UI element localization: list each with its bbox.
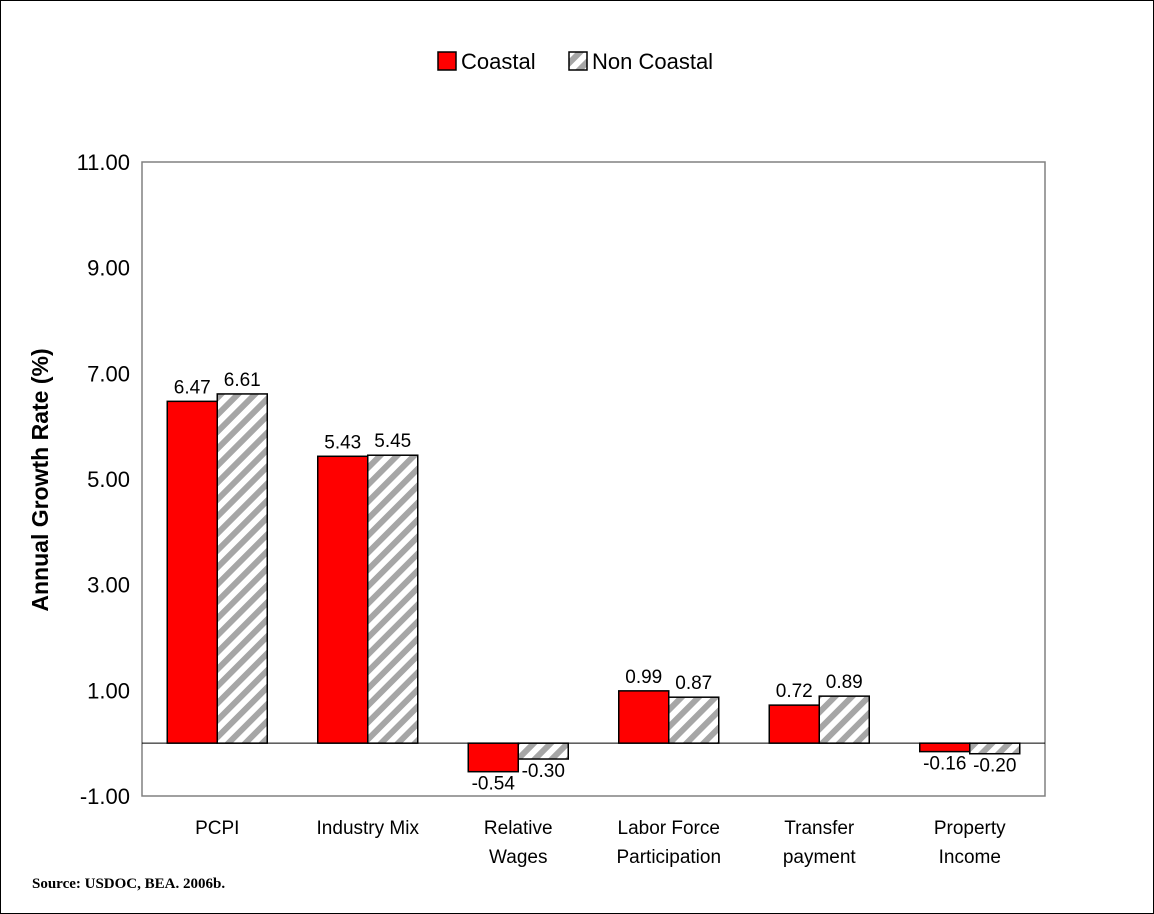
data-label: -0.30 xyxy=(522,761,565,782)
bar-coastal xyxy=(919,742,971,753)
bar-non-coastal xyxy=(216,393,268,744)
category-label: Relative xyxy=(484,818,553,839)
category-label: PCPI xyxy=(195,818,239,839)
category-label: Property xyxy=(934,818,1006,839)
y-tick-label: 7.00 xyxy=(87,361,130,386)
y-tick-label: 1.00 xyxy=(87,678,130,703)
category-label: Transfer xyxy=(784,818,855,839)
data-label: -0.54 xyxy=(472,774,516,795)
data-label: -0.16 xyxy=(923,754,966,775)
bar-coastal xyxy=(317,455,369,744)
y-tick-label: 3.00 xyxy=(87,573,130,598)
category-label: Income xyxy=(939,847,1001,868)
category-label: Wages xyxy=(489,847,547,868)
bar-non-coastal xyxy=(517,742,569,760)
bar-non-coastal xyxy=(668,696,720,744)
data-label: 5.45 xyxy=(374,431,411,452)
legend: Coastal Non Coastal xyxy=(437,49,713,74)
category-label: Labor Force xyxy=(618,818,720,839)
category-labels: PCPI Industry Mix Relative Wages Labor Force… xyxy=(195,818,1006,868)
bar-non-coastal xyxy=(367,454,419,744)
bar-coastal xyxy=(768,704,820,744)
data-labels: 6.47 6.61 5.43 5.45 -0.54 -0.30 0.99 0.87 0.72 0.… xyxy=(174,370,1017,795)
data-label: 0.72 xyxy=(776,681,813,702)
category-label: Participation xyxy=(616,847,721,868)
bar-coastal xyxy=(166,400,218,744)
y-tick-label: -1.00 xyxy=(80,784,130,809)
category-label: Industry Mix xyxy=(317,818,420,839)
data-label: 0.87 xyxy=(675,673,712,694)
data-label: 0.89 xyxy=(826,672,863,693)
legend-label-coastal: Coastal xyxy=(461,49,536,74)
plot-area xyxy=(141,161,1046,797)
y-tick-label: 11.00 xyxy=(77,150,130,175)
category-label: payment xyxy=(783,847,857,868)
bar-coastal xyxy=(467,742,519,773)
data-label: 0.99 xyxy=(625,667,662,688)
data-label: 6.61 xyxy=(224,370,261,391)
y-axis-label: Annual Growth Rate (%) xyxy=(27,348,53,611)
y-axis-ticks: 11.00 9.00 7.00 5.00 3.00 1.00 -1.00 xyxy=(77,150,130,809)
y-tick-label: 9.00 xyxy=(87,256,130,281)
bar-non-coastal xyxy=(969,742,1021,755)
data-label: 5.43 xyxy=(324,432,361,453)
legend-swatch-coastal xyxy=(437,51,457,71)
data-label: -0.20 xyxy=(973,756,1016,777)
legend-swatch-non-coastal xyxy=(568,51,588,71)
data-label: 6.47 xyxy=(174,377,211,398)
bar-non-coastal xyxy=(818,695,870,744)
y-tick-label: 5.00 xyxy=(87,467,130,492)
bars xyxy=(166,393,1021,773)
bar-coastal xyxy=(618,690,670,744)
legend-label-non-coastal: Non Coastal xyxy=(592,49,713,74)
source-note: Source: USDOC, BEA. 2006b. xyxy=(32,876,225,892)
